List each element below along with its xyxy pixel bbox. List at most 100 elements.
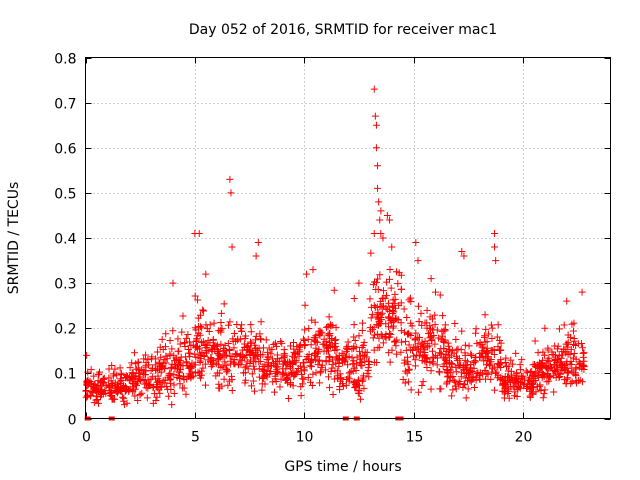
data-point: [350, 321, 358, 329]
data-point: [517, 366, 525, 374]
data-point: [570, 337, 578, 345]
data-point: [374, 162, 382, 170]
data-point: [259, 351, 267, 359]
data-point: [110, 370, 118, 378]
data-point: [369, 334, 377, 342]
data-point: [569, 369, 577, 377]
data-point: [374, 275, 382, 283]
data-point: [514, 383, 522, 391]
y-tick-label: 0.8: [54, 52, 76, 68]
data-point: [543, 378, 551, 386]
data-point: [437, 350, 445, 358]
data-point: [449, 386, 457, 394]
data-point: [378, 332, 386, 340]
data-point: [420, 352, 428, 360]
data-point: [254, 352, 262, 360]
data-point: [335, 355, 343, 363]
data-point: [379, 234, 387, 242]
data-point: [512, 349, 520, 357]
data-point: [263, 348, 271, 356]
data-point: [271, 339, 279, 347]
data-point: [412, 329, 420, 337]
data-point: [355, 348, 363, 356]
data-point: [525, 376, 533, 384]
data-point: [485, 360, 493, 368]
data-point: [241, 379, 249, 387]
data-point: [258, 380, 266, 388]
data-point: [289, 360, 297, 368]
data-point: [513, 393, 521, 401]
data-point: [376, 343, 384, 351]
data-point: [242, 362, 250, 370]
data-point: [568, 360, 576, 368]
data-point: [564, 368, 572, 376]
data-point: [385, 299, 393, 307]
data-point: [234, 361, 242, 369]
data-point: [202, 270, 210, 278]
data-point: [382, 334, 390, 342]
data-point: [132, 372, 140, 380]
data-point: [336, 386, 344, 394]
data-point: [298, 375, 306, 383]
data-point: [385, 349, 393, 357]
data-point: [458, 248, 466, 256]
data-point: [225, 377, 233, 385]
data-point: [328, 364, 336, 372]
data-point: [304, 373, 312, 381]
data-point: [398, 338, 406, 346]
data-point: [160, 356, 168, 364]
data-point: [251, 336, 259, 344]
data-point: [285, 394, 293, 402]
y-tick-label: 0.7: [54, 97, 76, 113]
data-point: [252, 357, 260, 365]
data-point: [483, 370, 491, 378]
data-point: [149, 384, 157, 392]
data-point: [257, 318, 265, 326]
data-point: [576, 376, 584, 384]
data-point: [448, 363, 456, 371]
data-point: [427, 325, 435, 333]
data-point: [215, 380, 223, 388]
data-point: [534, 349, 542, 357]
data-point: [354, 376, 362, 384]
data-point: [367, 303, 375, 311]
data-point: [180, 384, 188, 392]
data-point: [328, 336, 336, 344]
data-point: [413, 351, 421, 359]
data-point: [213, 341, 221, 349]
data-point: [557, 358, 565, 366]
data-point: [541, 386, 549, 394]
data-point: [441, 327, 449, 335]
data-point: [214, 355, 222, 363]
data-point: [82, 393, 90, 401]
data-point: [493, 374, 501, 382]
data-point: [224, 367, 232, 375]
data-point: [297, 383, 305, 391]
data-point: [411, 362, 419, 370]
data-point: [153, 393, 161, 401]
data-point: [279, 371, 287, 379]
data-point: [215, 369, 223, 377]
data-point: [445, 347, 453, 355]
data-point: [462, 394, 470, 402]
data-point: [156, 389, 164, 397]
data-point: [168, 345, 176, 353]
data-point: [363, 348, 371, 356]
data-point: [196, 358, 204, 366]
data-point: [169, 327, 177, 335]
data-point: [343, 343, 351, 351]
data-point: [467, 350, 475, 358]
data-point: [83, 393, 91, 401]
data-point: [502, 381, 510, 389]
data-point: [195, 229, 203, 237]
data-point: [158, 335, 166, 343]
data-point: [342, 381, 350, 389]
data-point: [405, 378, 413, 386]
data-point: [397, 319, 405, 327]
data-point: [141, 371, 149, 379]
data-point: [112, 382, 120, 390]
data-point: [240, 353, 248, 361]
data-point: [550, 367, 558, 375]
data-point: [113, 389, 121, 397]
